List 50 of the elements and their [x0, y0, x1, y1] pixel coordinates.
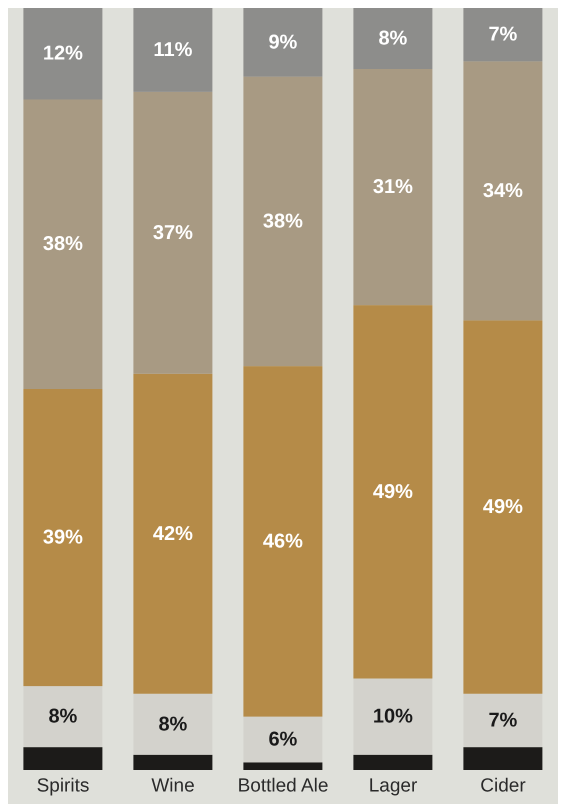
data-label: 8%: [158, 713, 188, 736]
data-label: 9%: [268, 31, 298, 54]
data-label: 46%: [262, 530, 304, 552]
bar: [463, 320, 542, 694]
data-label: 31%: [372, 176, 414, 198]
data-label: 11%: [153, 38, 193, 61]
data-label: 37%: [152, 222, 194, 244]
data-label: 12%: [42, 42, 84, 65]
data-label: 8%: [378, 27, 408, 50]
data-label: 39%: [42, 526, 84, 549]
bar: [353, 305, 432, 679]
data-label: 42%: [152, 522, 194, 545]
bar: [243, 76, 322, 366]
x-tick-label: Lager: [368, 775, 418, 796]
bar: [353, 678, 432, 755]
bar: [463, 8, 542, 62]
data-label: 34%: [482, 180, 524, 202]
data-label: 6%: [268, 728, 298, 751]
bar: [463, 61, 542, 320]
bar: [353, 8, 432, 69]
bar: [463, 747, 542, 770]
bar: [133, 374, 212, 694]
data-label: 38%: [42, 233, 84, 256]
x-tick-label: Bottled Ale: [238, 775, 328, 796]
x-tick-label: Wine: [151, 775, 195, 796]
bar: [23, 686, 102, 748]
bar: [23, 8, 102, 100]
bar: [133, 8, 212, 92]
bar: [23, 99, 102, 389]
bar: [463, 694, 542, 748]
bar: [353, 754, 432, 770]
bar: [243, 716, 322, 762]
data-label: 49%: [482, 496, 524, 518]
bar: [133, 694, 212, 755]
bar: [133, 754, 212, 770]
bar: [23, 389, 102, 686]
bar: [243, 366, 322, 717]
bar: [243, 8, 322, 77]
data-label: 38%: [262, 210, 304, 232]
bar: [23, 747, 102, 770]
data-label: 7%: [488, 24, 518, 46]
bar: [243, 762, 322, 770]
data-label: 8%: [48, 706, 78, 728]
x-tick-label: Cider: [480, 775, 526, 796]
bar: [133, 92, 212, 374]
data-label: 49%: [372, 480, 414, 503]
data-label: 7%: [488, 709, 518, 732]
x-tick-label: Spirits: [36, 775, 90, 796]
bar: [353, 68, 432, 306]
data-label: 10%: [372, 706, 414, 728]
